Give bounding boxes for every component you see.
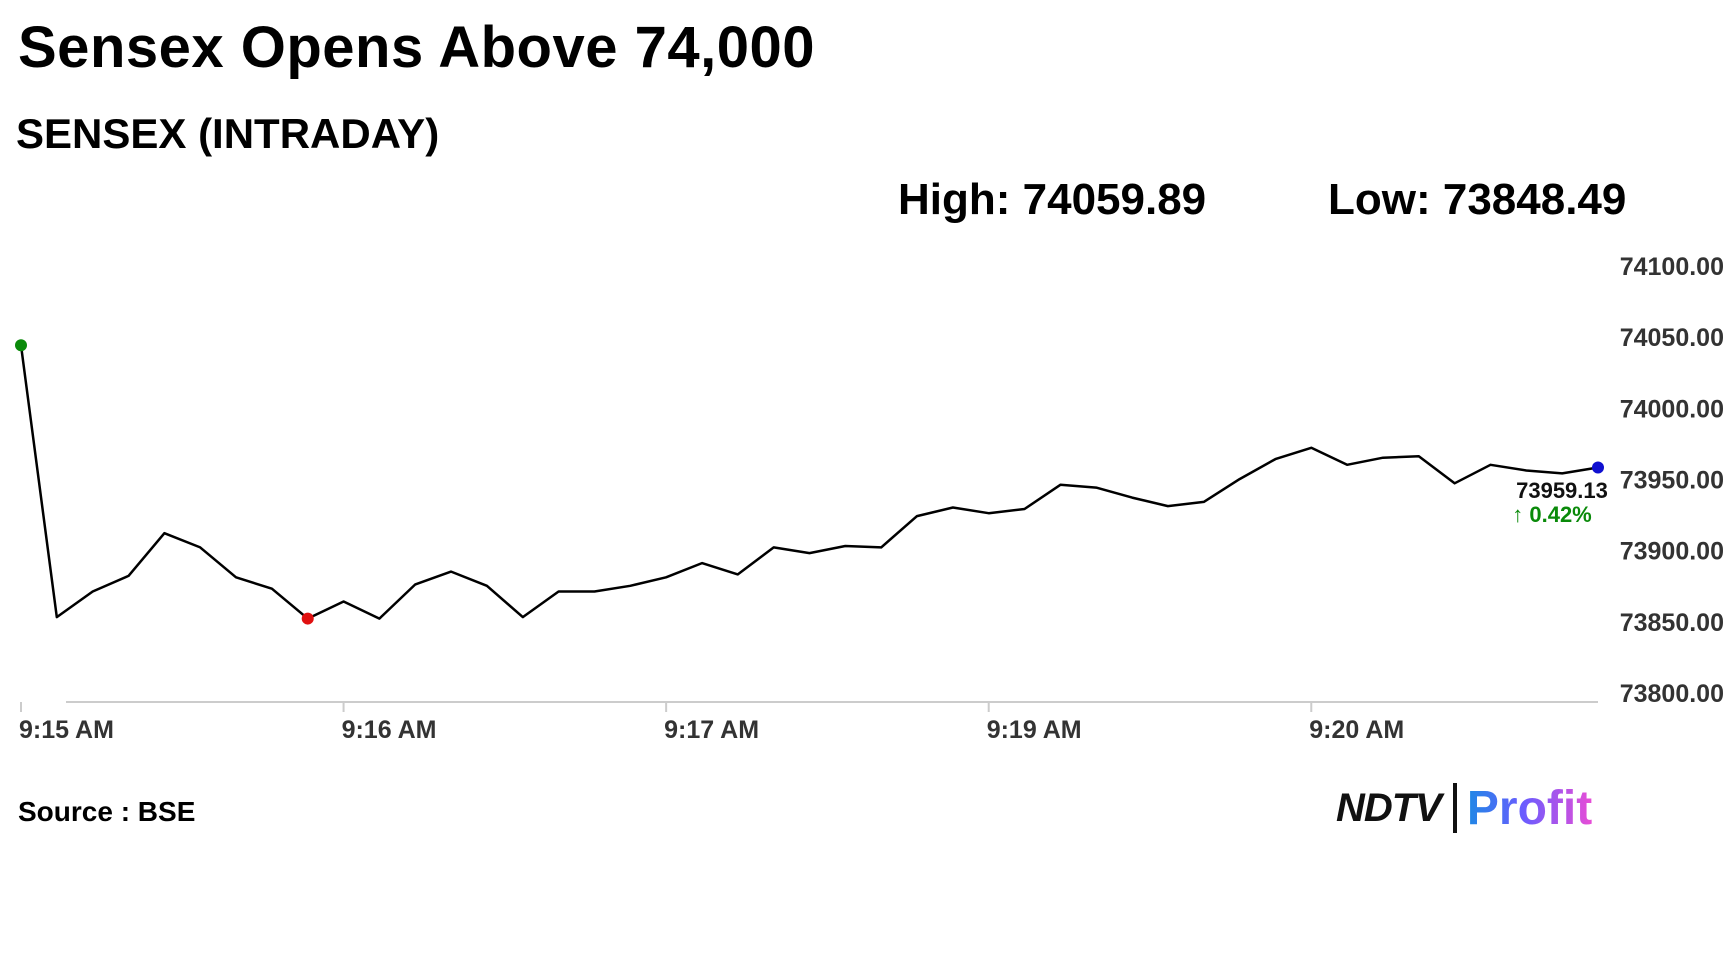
data-point xyxy=(591,589,597,595)
data-point xyxy=(735,571,741,577)
source-note: Source : BSE xyxy=(18,796,196,827)
series-line xyxy=(19,345,1599,620)
data-point xyxy=(269,586,275,592)
x-tick-label: 9:16 AM xyxy=(342,716,437,744)
data-point xyxy=(1487,462,1493,468)
highlight-marker xyxy=(1592,461,1604,474)
data-point xyxy=(950,505,956,511)
data-point xyxy=(448,569,454,575)
day-high: High: 74059.89 xyxy=(898,175,1207,224)
highlight-marker xyxy=(15,339,27,352)
data-point xyxy=(1057,482,1063,488)
y-tick-label: 73850.00 xyxy=(1620,609,1724,637)
data-point xyxy=(1093,485,1099,491)
data-point xyxy=(1022,506,1028,512)
x-tick-label: 9:20 AM xyxy=(1309,716,1404,744)
data-point xyxy=(807,550,813,556)
data-point xyxy=(1523,468,1529,474)
data-point xyxy=(1452,480,1458,486)
highlight-marker xyxy=(301,612,314,625)
data-point xyxy=(90,589,96,595)
last-value-label: 73959.13 xyxy=(1516,478,1608,503)
logo-profit: Profit xyxy=(1466,781,1593,835)
data-point xyxy=(1272,456,1278,462)
data-point xyxy=(376,616,382,622)
data-point xyxy=(556,589,562,595)
data-point xyxy=(1416,453,1422,459)
data-point xyxy=(54,614,60,620)
data-point xyxy=(484,583,490,589)
data-point xyxy=(663,574,669,580)
data-point xyxy=(878,544,884,550)
y-tick-label: 73900.00 xyxy=(1620,538,1724,566)
y-tick-label: 73950.00 xyxy=(1620,467,1724,495)
data-point xyxy=(627,583,633,589)
y-tick-label: 74000.00 xyxy=(1620,395,1724,423)
data-point xyxy=(842,543,848,549)
data-point xyxy=(1559,470,1565,476)
y-tick-label: 74100.00 xyxy=(1620,253,1724,281)
data-point xyxy=(1237,476,1243,482)
data-point xyxy=(126,573,132,579)
x-tick-label: 9:15 AM xyxy=(19,716,114,744)
data-point xyxy=(1165,503,1171,509)
data-point xyxy=(771,544,777,550)
data-point xyxy=(161,530,167,536)
data-point xyxy=(520,614,526,620)
page-title: Sensex Opens Above 74,000 xyxy=(18,15,815,80)
data-point xyxy=(341,598,347,604)
x-tick-label: 9:19 AM xyxy=(987,716,1082,744)
logo-divider xyxy=(1452,783,1457,833)
day-low: Low: 73848.49 xyxy=(1328,175,1627,224)
data-point xyxy=(412,581,418,587)
data-point xyxy=(197,544,203,550)
ndtv-profit-logo: NDTV Profit xyxy=(1336,780,1592,836)
y-tick-label: 74050.00 xyxy=(1620,324,1724,352)
chart-subtitle: SENSEX (INTRADAY) xyxy=(16,110,440,157)
x-tick-label: 9:17 AM xyxy=(664,716,759,744)
data-point xyxy=(1344,462,1350,468)
data-point xyxy=(233,574,239,580)
data-point xyxy=(914,513,920,519)
data-point xyxy=(1308,445,1314,451)
data-point xyxy=(1129,495,1135,501)
y-tick-label: 73800.00 xyxy=(1620,680,1724,708)
data-point xyxy=(699,560,705,566)
data-point xyxy=(1201,499,1207,505)
change-percent-label: ↑ 0.42% xyxy=(1512,502,1592,527)
data-point xyxy=(1380,455,1386,461)
logo-ndtv: NDTV xyxy=(1336,785,1442,830)
data-point xyxy=(986,510,992,516)
